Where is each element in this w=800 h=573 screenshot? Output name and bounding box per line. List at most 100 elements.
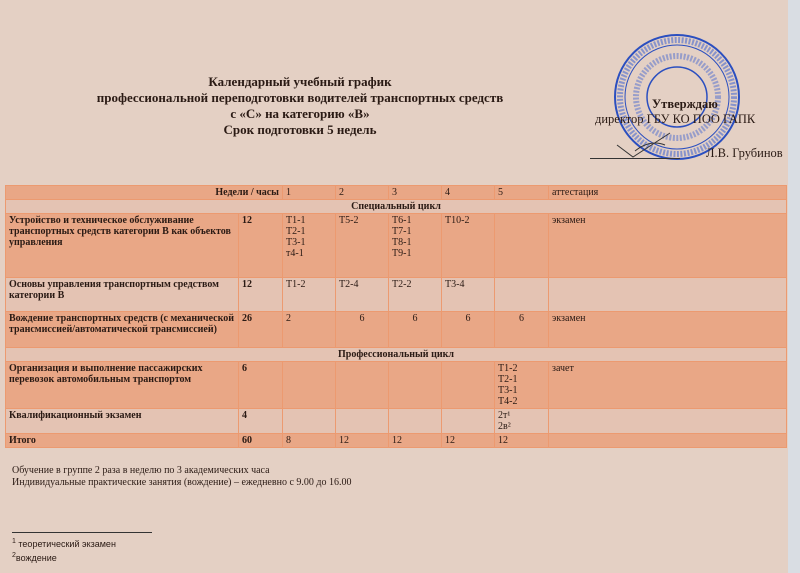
table-cell: 4 — [441, 185, 495, 200]
section-row: Специальный цикл — [5, 199, 787, 214]
title-line: Срок подготовки 5 недель — [223, 122, 377, 137]
table-cell — [494, 277, 549, 312]
table-cell: Т1-2 — [282, 277, 336, 312]
table-cell: 1 — [282, 185, 336, 200]
week-entry: Т2-1 — [286, 226, 306, 237]
week-entry: 6 — [359, 313, 365, 324]
week-entry: 6 — [412, 313, 418, 324]
week-entry: Т2-2 — [392, 279, 412, 290]
week-entry: Т5-2 — [339, 215, 359, 226]
table-cell — [441, 361, 495, 409]
table-cell — [335, 361, 389, 409]
week-entry: Т8-1 — [392, 237, 412, 248]
table-cell: Т10-2 — [441, 213, 495, 278]
table-cell: Квалификационный экзамен — [5, 408, 239, 434]
week-entry: 2т¹ — [498, 410, 511, 421]
table-cell: 8 — [282, 433, 336, 448]
table-cell: Т2-2 — [388, 277, 442, 312]
approval-heading: Утверждаю — [652, 97, 718, 111]
note: Обучение в группе 2 раза в неделю по 3 а… — [12, 465, 270, 476]
table-cell: 12 — [494, 433, 549, 448]
week-entry: 6 — [519, 313, 524, 324]
table-cell: 6 — [388, 311, 442, 348]
table-cell: экзамен — [548, 311, 787, 348]
table-cell: 3 — [388, 185, 442, 200]
footnote: 1 теоретический экзамен — [12, 536, 152, 550]
note: Индивидуальные практические занятия (вож… — [12, 477, 352, 488]
table-cell — [388, 361, 442, 409]
week-entry: 6 — [465, 313, 471, 324]
table-cell: зачет — [548, 361, 787, 409]
table-cell: Вождение транспортных средств (с механич… — [5, 311, 239, 348]
table-cell: Т3-4 — [441, 277, 495, 312]
week-entry: Т10-2 — [445, 215, 470, 226]
schedule-table: Недели / часы 1 2 3 4 5 аттестация Специальный … — [5, 185, 787, 448]
week-entry: Т1-2 — [286, 279, 306, 290]
table-cell: Т5-2 — [335, 213, 389, 278]
week-entry: т4-1 — [286, 248, 304, 259]
table-cell: Организация и выполнение пассажирских пе… — [5, 361, 239, 409]
table-cell — [494, 213, 549, 278]
footnotes: 1 теоретический экзамен 2вождение — [12, 532, 152, 564]
approver-name: Л.В. Грубинов — [706, 146, 783, 160]
table-cell: Т1-2 Т2-1 Т3-1 Т4-2 — [494, 361, 549, 409]
table-cell: 6 — [335, 311, 389, 348]
table-cell — [282, 361, 336, 409]
week-entry: Т2-1 — [498, 374, 518, 385]
title-line: Календарный учебный график — [208, 74, 392, 89]
table-row: Устройство и техническое обслуживание тр… — [5, 213, 787, 278]
footnote: 2вождение — [12, 550, 152, 564]
official-stamp — [614, 34, 740, 160]
table-cell — [388, 408, 442, 434]
week-entry: Т1-1 — [286, 215, 306, 226]
signature-line — [590, 132, 680, 159]
table-row: Вождение транспортных средств (с механич… — [5, 311, 787, 348]
table-cell — [548, 277, 787, 312]
table-cell: 5 — [494, 185, 549, 200]
title-line: с «С» на категорию «В» — [230, 106, 370, 121]
table-cell: 26 — [238, 311, 283, 348]
table-cell: Т2-4 — [335, 277, 389, 312]
header-row: Недели / часы 1 2 3 4 5 аттестация — [5, 185, 787, 200]
approval-position: директор ГБУ КО ПОО ГАПК — [595, 112, 756, 126]
table-cell — [282, 408, 336, 434]
week-entry: Т3-4 — [445, 279, 465, 290]
week-entry: Т6-1 — [392, 215, 412, 226]
title-line: профессиональной переподготовки водителе… — [96, 90, 504, 105]
table-cell: 12 — [238, 213, 283, 278]
week-entry: Т9-1 — [392, 248, 412, 259]
signature — [616, 132, 671, 158]
table-row: Организация и выполнение пассажирских пе… — [5, 361, 787, 409]
table-cell: Т1-1 Т2-1 Т3-1 т4-1 — [282, 213, 336, 278]
table-cell: 6 — [494, 311, 549, 348]
table-cell — [548, 433, 787, 448]
table-cell: 60 — [238, 433, 283, 448]
table-cell: 12 — [388, 433, 442, 448]
table-cell: 2 — [282, 311, 336, 348]
week-entry: Т4-2 — [498, 396, 518, 407]
table-cell: 2т¹ 2в² — [494, 408, 549, 434]
footnote-mark: 1 — [12, 538, 16, 545]
week-entry: 2 — [286, 313, 291, 324]
table-cell: Устройство и техническое обслуживание тр… — [5, 213, 239, 278]
scan-edge — [788, 0, 800, 573]
table-cell: 12 — [238, 277, 283, 312]
table-cell: 4 — [238, 408, 283, 434]
table-cell: Т6-1 Т7-1 Т8-1 Т9-1 — [388, 213, 442, 278]
footnote-mark: 2 — [12, 552, 16, 559]
table-cell — [335, 408, 389, 434]
table-cell — [441, 408, 495, 434]
week-entry: Т3-1 — [498, 385, 518, 396]
table-row: Квалификационный экзамен 4 2т¹ 2в² — [5, 408, 787, 434]
table-cell: Профессиональный цикл — [5, 347, 787, 362]
week-entry: Т3-1 — [286, 237, 306, 248]
week-entry: Т7-1 — [392, 226, 412, 237]
table-cell: экзамен — [548, 213, 787, 278]
table-cell: Недели / часы — [5, 185, 283, 200]
footnote-text: вождение — [15, 553, 57, 563]
footnote-text: теоретический экзамен — [15, 539, 116, 549]
week-entry: Т1-2 — [498, 363, 518, 374]
table-cell: 12 — [335, 433, 389, 448]
section-row: Профессиональный цикл — [5, 347, 787, 362]
table-cell: 2 — [335, 185, 389, 200]
